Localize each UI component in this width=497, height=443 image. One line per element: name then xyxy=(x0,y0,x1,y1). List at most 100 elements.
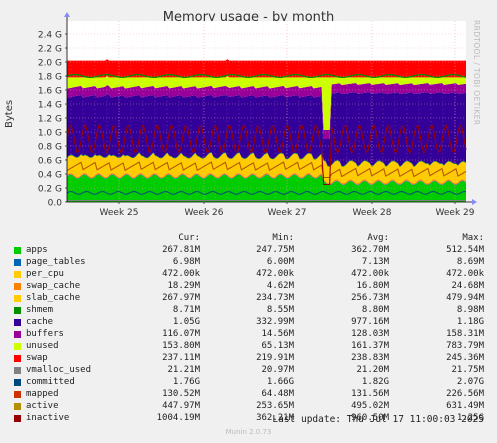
legend-name: mapped xyxy=(26,389,59,399)
y-tick-label: 1.2 G xyxy=(38,115,62,125)
legend-avg: 7.13M xyxy=(361,257,389,267)
x-tick-label: Week 28 xyxy=(353,208,392,218)
legend-name: buffers xyxy=(26,329,64,339)
y-tick-label: 1.6 G xyxy=(38,87,62,97)
legend-cur: 1004.19M xyxy=(156,413,200,423)
legend-row-committed: committed 1.76G 1.66G 1.82G 2.07G xyxy=(0,376,497,388)
legend-max: 783.79M xyxy=(446,341,484,351)
legend-avg: 256.73M xyxy=(351,293,389,303)
y-tick-label: 0.4 G xyxy=(38,171,62,181)
legend-min: 14.56M xyxy=(261,329,294,339)
legend-name: slab_cache xyxy=(26,293,81,303)
legend-cur: 472.00k xyxy=(162,269,200,279)
legend-row-active: active 447.97M 253.65M 495.02M 631.49M xyxy=(0,400,497,412)
legend-max: 512.54M xyxy=(446,245,484,255)
legend-row-vmalloc-used: vmalloc_used 21.21M 20.97M 21.20M 21.75M xyxy=(0,364,497,376)
legend-swatch xyxy=(14,319,21,326)
legend-avg: 21.20M xyxy=(356,365,389,375)
legend-swatch xyxy=(14,367,21,374)
area-slab-cache xyxy=(67,152,466,184)
legend-name: swap_cache xyxy=(26,281,81,291)
area-swap-cache xyxy=(67,172,466,185)
legend-max: 226.56M xyxy=(446,389,484,399)
legend-swatch xyxy=(14,307,21,314)
line-inactive xyxy=(66,123,467,186)
legend-avg: 472.00k xyxy=(351,269,389,279)
legend-avg: 960.50M xyxy=(351,413,389,423)
legend-cur: 130.52M xyxy=(162,389,200,399)
legend-cur: 153.80M xyxy=(162,341,200,351)
legend-row-per-cpu: per_cpu 472.00k 472.00k 472.00k 472.00k xyxy=(0,268,497,280)
legend-swatch xyxy=(14,247,21,254)
legend-header-min: Min: xyxy=(272,233,294,243)
legend-max: 245.36M xyxy=(446,353,484,363)
legend-name: unused xyxy=(26,341,59,351)
legend-row-apps: apps 267.81M 247.75M 362.70M 512.54M xyxy=(0,244,497,256)
legend-header: Cur: Min: Avg: Max: xyxy=(0,232,497,244)
legend-swatch xyxy=(14,355,21,362)
y-tick-label: 2.4 G xyxy=(38,31,62,41)
y-tick-label: 2.0 G xyxy=(38,59,62,69)
x-tick-label: Week 29 xyxy=(436,208,475,218)
legend-avg: 977.16M xyxy=(351,317,389,327)
legend-cur: 18.29M xyxy=(167,281,200,291)
area-apps xyxy=(67,174,466,202)
legend-row-page-tables: page_tables 6.98M 6.00M 7.13M 8.69M xyxy=(0,256,497,268)
legend-name: apps xyxy=(26,245,48,255)
legend-header-cur: Cur: xyxy=(178,233,200,243)
legend-row-slab-cache: slab_cache 267.97M 234.73M 256.73M 479.94M xyxy=(0,292,497,304)
legend-name: committed xyxy=(26,377,75,387)
legend-min: 362.21M xyxy=(256,413,294,423)
x-tick-label: Week 25 xyxy=(100,208,139,218)
line-mapped xyxy=(66,190,467,195)
area-swap xyxy=(67,59,466,78)
legend-min: 64.48M xyxy=(261,389,294,399)
chart-svg: 0.0 0.2 G 0.4 G 0.6 G 0.8 G 1.0 G 1.2 G 1.4 G 1.… xyxy=(38,12,477,218)
legend-swatch xyxy=(14,271,21,278)
legend-max: 631.49M xyxy=(446,401,484,411)
y-tick-label: 0.6 G xyxy=(38,157,62,167)
legend-max: 1.25G xyxy=(456,413,484,423)
legend-name: inactive xyxy=(26,413,70,423)
munin-version: Munin 2.0.73 xyxy=(225,428,272,436)
legend-swatch xyxy=(14,415,21,422)
x-axis-arrow xyxy=(472,199,477,205)
x-tick-label: Week 27 xyxy=(268,208,307,218)
legend-cur: 237.11M xyxy=(162,353,200,363)
legend-avg: 131.56M xyxy=(351,389,389,399)
legend-min: 253.65M xyxy=(256,401,294,411)
legend-max: 8.69M xyxy=(456,257,484,267)
legend-cur: 116.07M xyxy=(162,329,200,339)
legend-row-shmem: shmem 8.71M 8.55M 8.80M 8.98M xyxy=(0,304,497,316)
y-tick-label: 1.0 G xyxy=(38,129,62,139)
legend-swatch xyxy=(14,283,21,290)
legend-avg: 362.70M xyxy=(351,245,389,255)
legend-name: active xyxy=(26,401,59,411)
legend-min: 247.75M xyxy=(256,245,294,255)
legend-min: 472.00k xyxy=(256,269,294,279)
legend-swatch xyxy=(14,379,21,386)
line-committed xyxy=(66,73,467,79)
legend-max: 21.75M xyxy=(451,365,484,375)
legend-table: Cur: Min: Avg: Max: apps 267.81M 247.75M 36… xyxy=(0,232,497,424)
area-buffers xyxy=(67,83,466,139)
legend-header-avg: Avg: xyxy=(367,233,389,243)
legend-avg: 16.80M xyxy=(356,281,389,291)
y-tick-label: 2.2 G xyxy=(38,45,62,55)
legend-name: vmalloc_used xyxy=(26,365,92,375)
legend-cur: 267.97M xyxy=(162,293,200,303)
legend-min: 1.66G xyxy=(266,377,294,387)
x-tick-label: Week 26 xyxy=(185,208,224,218)
legend-avg: 238.83M xyxy=(351,353,389,363)
legend-swatch xyxy=(14,331,21,338)
legend-min: 6.00M xyxy=(266,257,294,267)
line-active xyxy=(66,161,467,179)
legend-max: 158.31M xyxy=(446,329,484,339)
legend-min: 4.62M xyxy=(266,281,294,291)
legend-cur: 21.21M xyxy=(167,365,200,375)
legend-avg: 128.03M xyxy=(351,329,389,339)
legend-min: 234.73M xyxy=(256,293,294,303)
legend-row-cache: cache 1.05G 332.99M 977.16M 1.18G xyxy=(0,316,497,328)
legend-row-inactive: inactive 1004.19M 362.21M 960.50M 1.25G xyxy=(0,412,497,424)
